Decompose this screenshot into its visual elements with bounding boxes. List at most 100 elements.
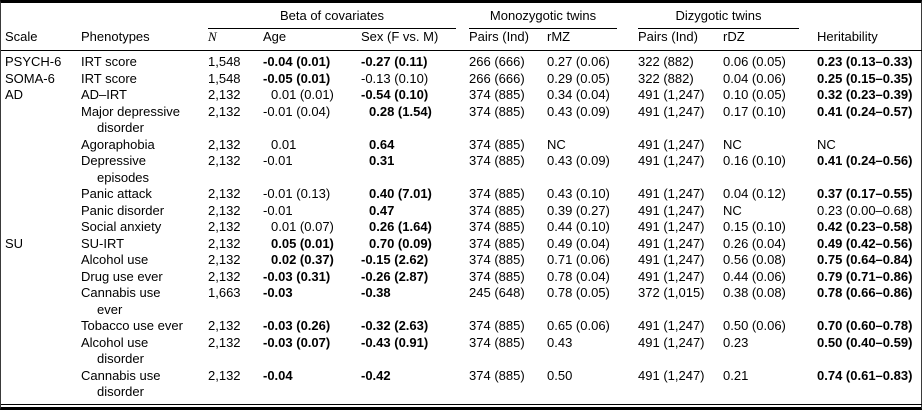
cell-sex: -0.42 — [361, 367, 391, 383]
phenotype-label: Depressive episodes — [81, 153, 150, 185]
cell-age: -0.03 (0.07) — [263, 334, 331, 350]
cell-mz_pairs: 374 (885) — [469, 202, 525, 218]
cell-rmz: 0.39 (0.27) — [547, 202, 610, 218]
cell-sex: -0.26 (2.87) — [361, 268, 429, 284]
cell-age: -0.03 (0.31) — [263, 268, 331, 284]
cell-rdz: 0.23 — [723, 334, 749, 350]
cell-rmz: 0.50 — [547, 367, 573, 383]
cell-rdz: NC — [723, 136, 742, 152]
table-row: AD AD–IRT 2,132 0.01 (0.01) -0.54 (0.10) 374 … — [1, 87, 922, 104]
table-row: Panic attack 2,132 -0.01 (0.13) 0.40 (7.01)… — [1, 186, 922, 203]
cell-phenotype: Alcohol use — [81, 252, 208, 269]
cell-heritability: NC — [817, 136, 836, 152]
cell-mz_pairs: 374 (885) — [469, 334, 525, 350]
cell-dz_pairs: 491 (1,247) — [638, 252, 705, 267]
cell-n: 2,132 — [208, 268, 241, 284]
phenotype-label: Alcohol use disorder — [81, 334, 149, 367]
cell-rmz: 0.43 (0.09) — [547, 153, 610, 168]
cell-scale: PSYCH-6 — [5, 54, 62, 69]
cell-n: 2,132 — [208, 318, 241, 333]
phenotype-label: Agoraphobia — [81, 136, 155, 152]
phenotype-label: Tobacco use ever — [81, 318, 183, 333]
cell-mz_pairs: 374 (885) — [469, 87, 525, 102]
col-header-rdz: rDZ — [723, 28, 745, 44]
cell-age: 0.01 — [271, 136, 297, 152]
table-row: SU SU-IRT 2,132 0.05 (0.01) 0.70 (0.09) 374 (… — [1, 236, 922, 253]
cell-sex: -0.38 — [361, 285, 391, 300]
cell-dz_pairs: 491 (1,247) — [638, 103, 705, 119]
cell-heritability: 0.23 (0.13–0.33) — [817, 54, 913, 69]
cell-scale: SU — [5, 235, 24, 251]
cell-n: 2,132 — [208, 136, 241, 152]
cell-heritability: 0.50 (0.40–0.59) — [817, 334, 913, 350]
cell-mz_pairs: 374 (885) — [469, 136, 525, 152]
cell-rdz: 0.16 (0.10) — [723, 153, 786, 168]
cell-dz_pairs: 491 (1,247) — [638, 87, 705, 102]
cell-heritability: 0.70 (0.60–0.78) — [817, 318, 913, 333]
cell-age: 0.05 (0.01) — [271, 235, 334, 251]
cell-sex: 0.26 (1.64) — [369, 219, 432, 234]
col-header-phenotypes: Phenotypes — [81, 28, 150, 44]
cell-age: -0.04 — [263, 367, 293, 383]
cell-heritability: 0.79 (0.71–0.86) — [817, 268, 913, 284]
cell-heritability: 0.37 (0.17–0.55) — [817, 186, 913, 201]
cell-mz_pairs: 374 (885) — [469, 235, 525, 251]
cell-rdz: 0.04 (0.06) — [723, 70, 786, 86]
cell-n: 2,132 — [208, 367, 241, 383]
cell-n: 2,132 — [208, 87, 241, 102]
cell-rdz: 0.50 (0.06) — [723, 318, 786, 333]
table-row: Tobacco use ever 2,132 -0.03 (0.26) -0.32 (… — [1, 318, 922, 335]
cell-dz_pairs: 372 (1,015) — [638, 285, 705, 300]
cell-phenotype: Drug use ever — [81, 269, 208, 286]
cell-scale — [1, 269, 81, 286]
cell-rdz: 0.10 (0.05) — [723, 87, 786, 102]
cell-scale — [1, 186, 81, 203]
cell-sex: -0.32 (2.63) — [361, 318, 429, 333]
cell-phenotype: Panic attack — [81, 186, 208, 203]
cell-heritability: 0.78 (0.66–0.86) — [817, 285, 913, 300]
cell-sex: -0.54 (0.10) — [361, 87, 429, 102]
cell-n: 2,132 — [208, 202, 241, 218]
cell-sex: -0.27 (0.11) — [361, 54, 428, 69]
table-row: Agoraphobia 2,132 0.01 0.64 374 (885) NC 491 (… — [1, 137, 922, 154]
cell-mz_pairs: 374 (885) — [469, 252, 525, 267]
col-header-rmz: rMZ — [547, 28, 571, 44]
table-body: PSYCH-6 IRT score 1,548 -0.04 (0.01) -0.27 (… — [1, 51, 922, 405]
cell-phenotype: IRT score — [81, 71, 208, 88]
table-row: Alcohol use disorder 2,132 -0.03 (0.07) -0.… — [1, 335, 922, 368]
cell-rdz: 0.44 (0.06) — [723, 268, 786, 284]
twin-heritability-table: Scale Phenotypes Beta of covariates Mono… — [1, 3, 922, 405]
phenotype-label: AD–IRT — [81, 87, 127, 102]
cell-phenotype: SU-IRT — [81, 236, 208, 253]
cell-rdz: NC — [723, 202, 742, 218]
cell-mz_pairs: 374 (885) — [469, 153, 525, 168]
cell-phenotype: Depressive episodes — [81, 153, 208, 186]
table-row: Major depressive disorder 2,132 -0.01 (0.0… — [1, 104, 922, 137]
cell-phenotype: Major depressive disorder — [81, 104, 208, 137]
cell-n: 2,132 — [208, 219, 241, 234]
cell-sex: -0.43 (0.91) — [361, 334, 429, 350]
table-row: Drug use ever 2,132 -0.03 (0.31) -0.26 (2.8… — [1, 269, 922, 286]
group-header-monozygotic: Monozygotic twins — [469, 3, 638, 29]
cell-mz_pairs: 374 (885) — [469, 186, 525, 201]
cell-scale — [1, 252, 81, 269]
cell-dz_pairs: 491 (1,247) — [638, 268, 705, 284]
cell-scale — [1, 219, 81, 236]
cell-rmz: 0.78 (0.05) — [547, 285, 610, 300]
cell-scale — [1, 137, 81, 154]
col-header-scale: Scale — [5, 28, 38, 44]
table-row: Cannabis use ever 1,663 -0.03 -0.38 245 (648… — [1, 285, 922, 318]
cell-heritability: 0.41 (0.24–0.56) — [817, 153, 913, 168]
cell-rdz: 0.56 (0.08) — [723, 252, 786, 267]
cell-dz_pairs: 491 (1,247) — [638, 219, 705, 234]
table-row: PSYCH-6 IRT score 1,548 -0.04 (0.01) -0.27 (… — [1, 51, 922, 71]
cell-rmz: 0.43 (0.09) — [547, 103, 610, 119]
cell-dz_pairs: 491 (1,247) — [638, 235, 705, 251]
group-header-dizygotic: Dizygotic twins — [638, 3, 817, 29]
cell-age: -0.03 (0.26) — [263, 318, 331, 333]
phenotype-label: Panic attack — [81, 186, 152, 201]
cell-rmz: 0.27 (0.06) — [547, 54, 610, 69]
cell-dz_pairs: 491 (1,247) — [638, 367, 705, 383]
cell-heritability: 0.41 (0.24–0.57) — [817, 103, 913, 119]
